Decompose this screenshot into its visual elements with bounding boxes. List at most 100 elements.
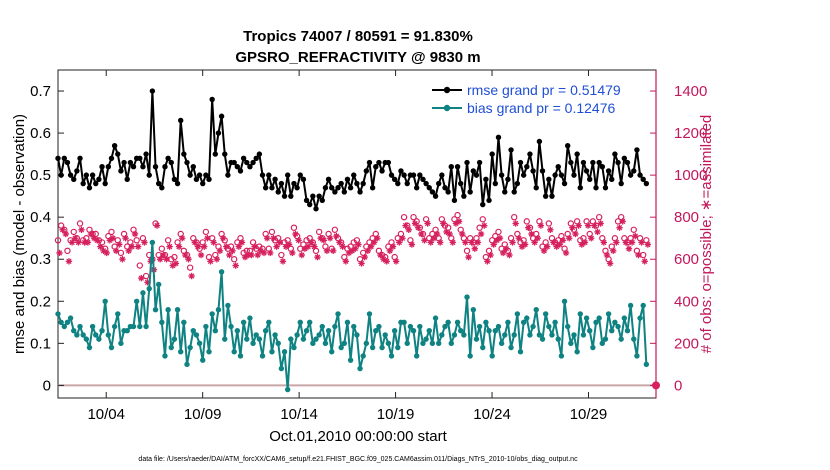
bias-point xyxy=(498,340,505,347)
obs-assimilated-marker xyxy=(474,239,482,246)
obs-possible-marker xyxy=(479,216,486,223)
bias-point xyxy=(64,319,71,326)
bias-point xyxy=(511,332,517,338)
obs-assimilated-marker xyxy=(449,239,456,246)
obs-assimilated-marker xyxy=(59,226,66,233)
bias-point xyxy=(508,344,514,351)
rmse-point xyxy=(590,159,596,166)
obs-assimilated-marker xyxy=(471,245,479,252)
rmse-point xyxy=(621,155,628,162)
bias-point xyxy=(413,353,420,359)
rmse-point xyxy=(300,176,307,183)
bias-point xyxy=(587,328,593,334)
bias-point xyxy=(244,336,250,342)
rmse-point xyxy=(222,151,228,157)
obs-assimilated-marker xyxy=(600,239,608,246)
bias-point xyxy=(133,298,140,304)
obs-assimilated-marker xyxy=(263,235,271,242)
bias-point xyxy=(555,336,561,342)
rmse-point xyxy=(193,176,200,183)
rmse-point xyxy=(83,172,90,178)
rmse-point xyxy=(627,172,634,178)
rmse-point xyxy=(612,151,618,157)
rmse-point xyxy=(480,201,486,208)
bias-point xyxy=(637,315,643,321)
obs-assimilated-marker xyxy=(78,226,85,233)
bias-point xyxy=(577,311,583,317)
rmse-point xyxy=(259,172,266,178)
x-tick-label: 10/24 xyxy=(473,406,511,423)
bias-point xyxy=(373,328,379,334)
bias-point xyxy=(612,319,618,326)
obs-assimilated-marker xyxy=(597,220,604,227)
obs-endpoint-marker xyxy=(652,381,660,390)
rmse-point xyxy=(121,159,127,166)
bias-point xyxy=(382,332,388,338)
bias-point xyxy=(568,340,574,347)
obs-assimilated-marker xyxy=(588,235,595,242)
obs-assimilated-marker xyxy=(285,241,293,248)
bias-point xyxy=(269,349,275,355)
bias-point xyxy=(240,319,247,326)
bias-point xyxy=(360,353,366,359)
bias-point xyxy=(451,332,458,338)
y-left-tick-label: 0 xyxy=(43,377,51,394)
bias-point xyxy=(143,323,149,330)
rmse-point xyxy=(354,180,360,187)
rmse-point xyxy=(448,164,454,170)
rmse-point xyxy=(423,180,429,187)
bias-point xyxy=(288,336,294,342)
rmse-point xyxy=(266,172,272,178)
bias-point xyxy=(89,323,96,330)
bias-point xyxy=(347,357,354,363)
bias-point xyxy=(212,328,219,334)
rmse-point xyxy=(599,164,606,170)
bias-point xyxy=(385,340,392,347)
obs-assimilated-marker xyxy=(496,235,504,242)
bias-point xyxy=(222,336,228,342)
bias-point xyxy=(464,294,470,300)
rmse-point xyxy=(237,168,244,174)
obs-assimilated-marker xyxy=(515,235,523,242)
rmse-point xyxy=(322,185,329,191)
rmse-point xyxy=(483,176,489,183)
obs-assimilated-marker xyxy=(377,251,384,259)
obs-assimilated-marker xyxy=(125,247,132,255)
rmse-point xyxy=(568,159,574,166)
rmse-point xyxy=(58,172,64,178)
rmse-point xyxy=(373,164,379,170)
bias-point xyxy=(379,344,385,351)
obs-assimilated-marker xyxy=(506,251,513,259)
obs-assimilated-marker xyxy=(112,247,120,255)
obs-assimilated-marker xyxy=(503,245,510,252)
obs-assimilated-marker xyxy=(320,237,327,244)
obs-assimilated-marker xyxy=(194,243,202,250)
obs-possible-marker xyxy=(70,228,77,236)
rmse-point xyxy=(269,185,275,191)
bias-point xyxy=(539,336,546,342)
rmse-point xyxy=(225,172,231,178)
obs-possible-marker xyxy=(523,218,530,225)
y-left-tick-label: 0.2 xyxy=(30,293,51,310)
rmse-point xyxy=(93,180,99,187)
bias-point xyxy=(445,319,451,326)
rmse-point xyxy=(609,176,615,183)
rmse-point xyxy=(564,142,571,149)
obs-count-markers xyxy=(54,211,660,390)
obs-assimilated-marker xyxy=(361,253,368,261)
rmse-point xyxy=(64,159,71,166)
series-lines xyxy=(55,88,650,393)
bias-point xyxy=(332,323,338,330)
bias-point xyxy=(130,323,137,330)
bias-point xyxy=(634,353,640,359)
bias-point xyxy=(489,353,495,359)
rmse-point xyxy=(303,197,310,204)
obs-possible-marker xyxy=(511,213,518,221)
bias-point xyxy=(564,323,571,330)
rmse-point xyxy=(102,180,108,187)
y-left-tick-label: 0.3 xyxy=(30,251,51,268)
legend-bias-label: bias grand pr = 0.12476 xyxy=(467,100,615,116)
rmse-point xyxy=(498,172,505,178)
rmse-point xyxy=(577,185,583,191)
